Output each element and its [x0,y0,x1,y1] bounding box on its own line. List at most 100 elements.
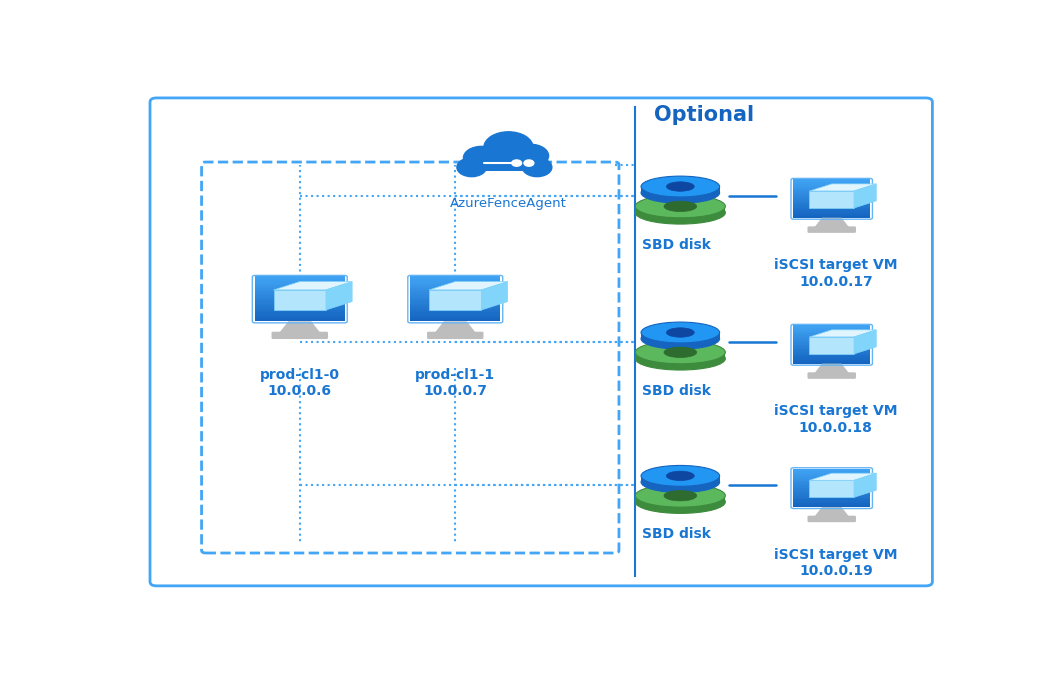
FancyBboxPatch shape [793,343,870,345]
FancyBboxPatch shape [254,297,344,299]
Circle shape [523,158,552,177]
Polygon shape [636,352,725,359]
FancyBboxPatch shape [793,471,870,473]
FancyBboxPatch shape [254,305,344,308]
FancyBboxPatch shape [793,333,870,335]
Polygon shape [810,337,854,354]
FancyBboxPatch shape [793,477,870,479]
Ellipse shape [636,347,725,370]
FancyBboxPatch shape [793,357,870,360]
FancyBboxPatch shape [793,484,870,486]
Polygon shape [482,282,508,310]
FancyBboxPatch shape [793,181,870,183]
FancyBboxPatch shape [254,303,344,306]
FancyBboxPatch shape [410,309,501,312]
Ellipse shape [636,201,725,224]
FancyBboxPatch shape [410,288,501,290]
FancyBboxPatch shape [254,294,344,297]
FancyBboxPatch shape [808,372,856,379]
FancyBboxPatch shape [793,346,870,349]
FancyBboxPatch shape [254,290,344,292]
FancyBboxPatch shape [793,194,870,197]
FancyBboxPatch shape [254,281,344,284]
FancyBboxPatch shape [793,210,870,212]
Circle shape [484,132,533,163]
Circle shape [464,146,499,169]
FancyBboxPatch shape [793,191,870,193]
Polygon shape [814,507,849,517]
Polygon shape [810,191,854,208]
Text: iSCSI target VM
10.0.0.18: iSCSI target VM 10.0.0.18 [774,404,898,435]
FancyBboxPatch shape [793,185,870,188]
Ellipse shape [636,484,725,507]
FancyBboxPatch shape [793,213,870,216]
FancyBboxPatch shape [793,352,870,354]
Text: SBD disk: SBD disk [642,384,711,397]
FancyBboxPatch shape [793,475,870,477]
FancyBboxPatch shape [410,316,501,319]
FancyBboxPatch shape [793,326,870,328]
Polygon shape [810,480,854,498]
FancyBboxPatch shape [793,215,870,217]
FancyBboxPatch shape [793,183,870,185]
FancyBboxPatch shape [459,162,549,171]
FancyBboxPatch shape [254,316,344,319]
Ellipse shape [664,490,697,501]
FancyBboxPatch shape [793,487,870,490]
FancyBboxPatch shape [793,501,870,503]
FancyBboxPatch shape [254,319,344,322]
FancyBboxPatch shape [793,495,870,498]
FancyBboxPatch shape [254,301,344,303]
Text: prod-cl1-0
10.0.0.6: prod-cl1-0 10.0.0.6 [260,368,340,398]
FancyBboxPatch shape [410,294,501,297]
Ellipse shape [666,328,694,337]
FancyBboxPatch shape [410,281,501,284]
FancyBboxPatch shape [793,204,870,206]
Polygon shape [641,476,719,482]
FancyBboxPatch shape [410,301,501,303]
FancyBboxPatch shape [793,355,870,358]
FancyBboxPatch shape [793,345,870,347]
FancyBboxPatch shape [793,503,870,505]
FancyBboxPatch shape [254,299,344,301]
FancyBboxPatch shape [793,200,870,202]
Polygon shape [854,184,876,208]
FancyBboxPatch shape [410,319,501,322]
FancyBboxPatch shape [410,305,501,308]
FancyBboxPatch shape [427,332,484,339]
FancyBboxPatch shape [793,208,870,210]
Ellipse shape [636,341,725,364]
FancyBboxPatch shape [793,206,870,209]
Ellipse shape [641,176,719,197]
FancyBboxPatch shape [410,303,501,306]
FancyBboxPatch shape [793,468,870,471]
Text: prod-cl1-1
10.0.0.7: prod-cl1-1 10.0.0.7 [415,368,495,398]
FancyBboxPatch shape [254,314,344,317]
Text: AzureFenceAgent: AzureFenceAgent [450,198,567,211]
Text: iSCSI target VM
10.0.0.19: iSCSI target VM 10.0.0.19 [774,548,898,578]
Polygon shape [854,330,876,354]
Ellipse shape [636,195,725,218]
Polygon shape [814,217,849,227]
FancyBboxPatch shape [254,276,344,279]
FancyBboxPatch shape [410,299,501,301]
FancyBboxPatch shape [793,202,870,204]
FancyBboxPatch shape [793,492,870,494]
FancyBboxPatch shape [254,279,344,282]
FancyBboxPatch shape [410,290,501,292]
Polygon shape [274,290,326,310]
FancyBboxPatch shape [410,285,501,288]
FancyBboxPatch shape [808,226,856,233]
Polygon shape [274,282,352,290]
Polygon shape [429,282,508,290]
Polygon shape [636,206,725,213]
FancyBboxPatch shape [793,350,870,352]
FancyBboxPatch shape [410,307,501,310]
FancyBboxPatch shape [254,285,344,288]
Text: SBD disk: SBD disk [642,238,711,252]
Polygon shape [810,330,876,337]
FancyBboxPatch shape [793,198,870,200]
FancyBboxPatch shape [410,283,501,286]
FancyBboxPatch shape [410,314,501,317]
FancyBboxPatch shape [793,504,870,507]
